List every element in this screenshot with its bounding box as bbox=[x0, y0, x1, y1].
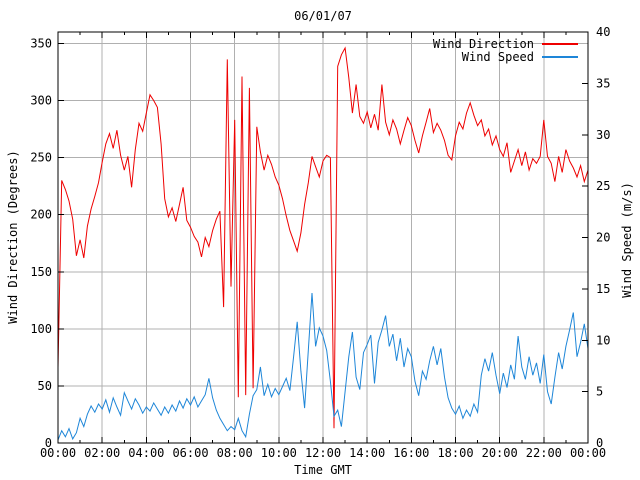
x-tick-label: 06:00 bbox=[172, 446, 208, 460]
legend-entry-wind-speed: Wind Speed bbox=[433, 49, 578, 64]
legend: Wind Direction Wind Speed bbox=[432, 36, 578, 64]
x-tick-label: 00:00 bbox=[40, 446, 76, 460]
y-right-tick-label: 20 bbox=[596, 231, 610, 245]
y-left-tick-label: 100 bbox=[30, 322, 52, 336]
x-tick-label: 16:00 bbox=[393, 446, 429, 460]
x-tick-label: 08:00 bbox=[217, 446, 253, 460]
y-right-tick-label: 15 bbox=[596, 282, 610, 296]
legend-label-wind-direction: Wind Direction bbox=[432, 36, 534, 51]
chart-title: 06/01/07 bbox=[294, 9, 352, 23]
x-tick-label: 00:00 bbox=[570, 446, 606, 460]
x-tick-label: 18:00 bbox=[437, 446, 473, 460]
y-right-tick-label: 5 bbox=[596, 385, 603, 399]
y-left-tick-label: 300 bbox=[30, 94, 52, 108]
x-tick-label: 14:00 bbox=[349, 446, 385, 460]
x-tick-label: 04:00 bbox=[128, 446, 164, 460]
y-left-tick-label: 0 bbox=[45, 436, 52, 450]
y-left-tick-label: 150 bbox=[30, 265, 52, 279]
y-right-tick-label: 0 bbox=[596, 436, 603, 450]
legend-label-wind-speed: Wind Speed bbox=[461, 49, 534, 64]
y-axis-label-left: Wind Direction (Degrees) bbox=[6, 150, 20, 324]
legend-line-sample-wind-speed bbox=[542, 55, 578, 58]
y-left-tick-label: 50 bbox=[38, 379, 52, 393]
legend-line-sample-wind-direction bbox=[542, 42, 578, 45]
wind-speed-line bbox=[57, 292, 589, 441]
x-tick-label: 22:00 bbox=[526, 446, 562, 460]
y-right-tick-label: 25 bbox=[596, 179, 610, 193]
y-right-tick-label: 30 bbox=[596, 128, 610, 142]
x-tick-label: 10:00 bbox=[261, 446, 297, 460]
y-left-tick-label: 350 bbox=[30, 36, 52, 50]
y-right-tick-label: 35 bbox=[596, 76, 610, 90]
x-tick-label: 02:00 bbox=[84, 446, 120, 460]
x-axis-label: Time GMT bbox=[294, 463, 352, 477]
y-axis-label-right: Wind Speed (m/s) bbox=[620, 182, 634, 298]
x-tick-label: 20:00 bbox=[482, 446, 518, 460]
y-right-tick-label: 40 bbox=[596, 25, 610, 39]
wind-direction-line bbox=[57, 46, 589, 429]
legend-entry-wind-direction: Wind Direction bbox=[432, 36, 578, 51]
y-left-tick-label: 250 bbox=[30, 151, 52, 165]
x-tick-label: 12:00 bbox=[305, 446, 341, 460]
y-right-tick-label: 10 bbox=[596, 333, 610, 347]
y-left-tick-label: 200 bbox=[30, 208, 52, 222]
